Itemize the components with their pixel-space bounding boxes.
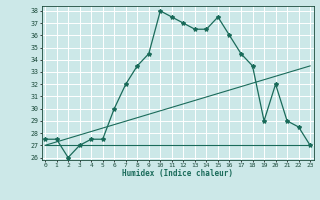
X-axis label: Humidex (Indice chaleur): Humidex (Indice chaleur)	[122, 169, 233, 178]
